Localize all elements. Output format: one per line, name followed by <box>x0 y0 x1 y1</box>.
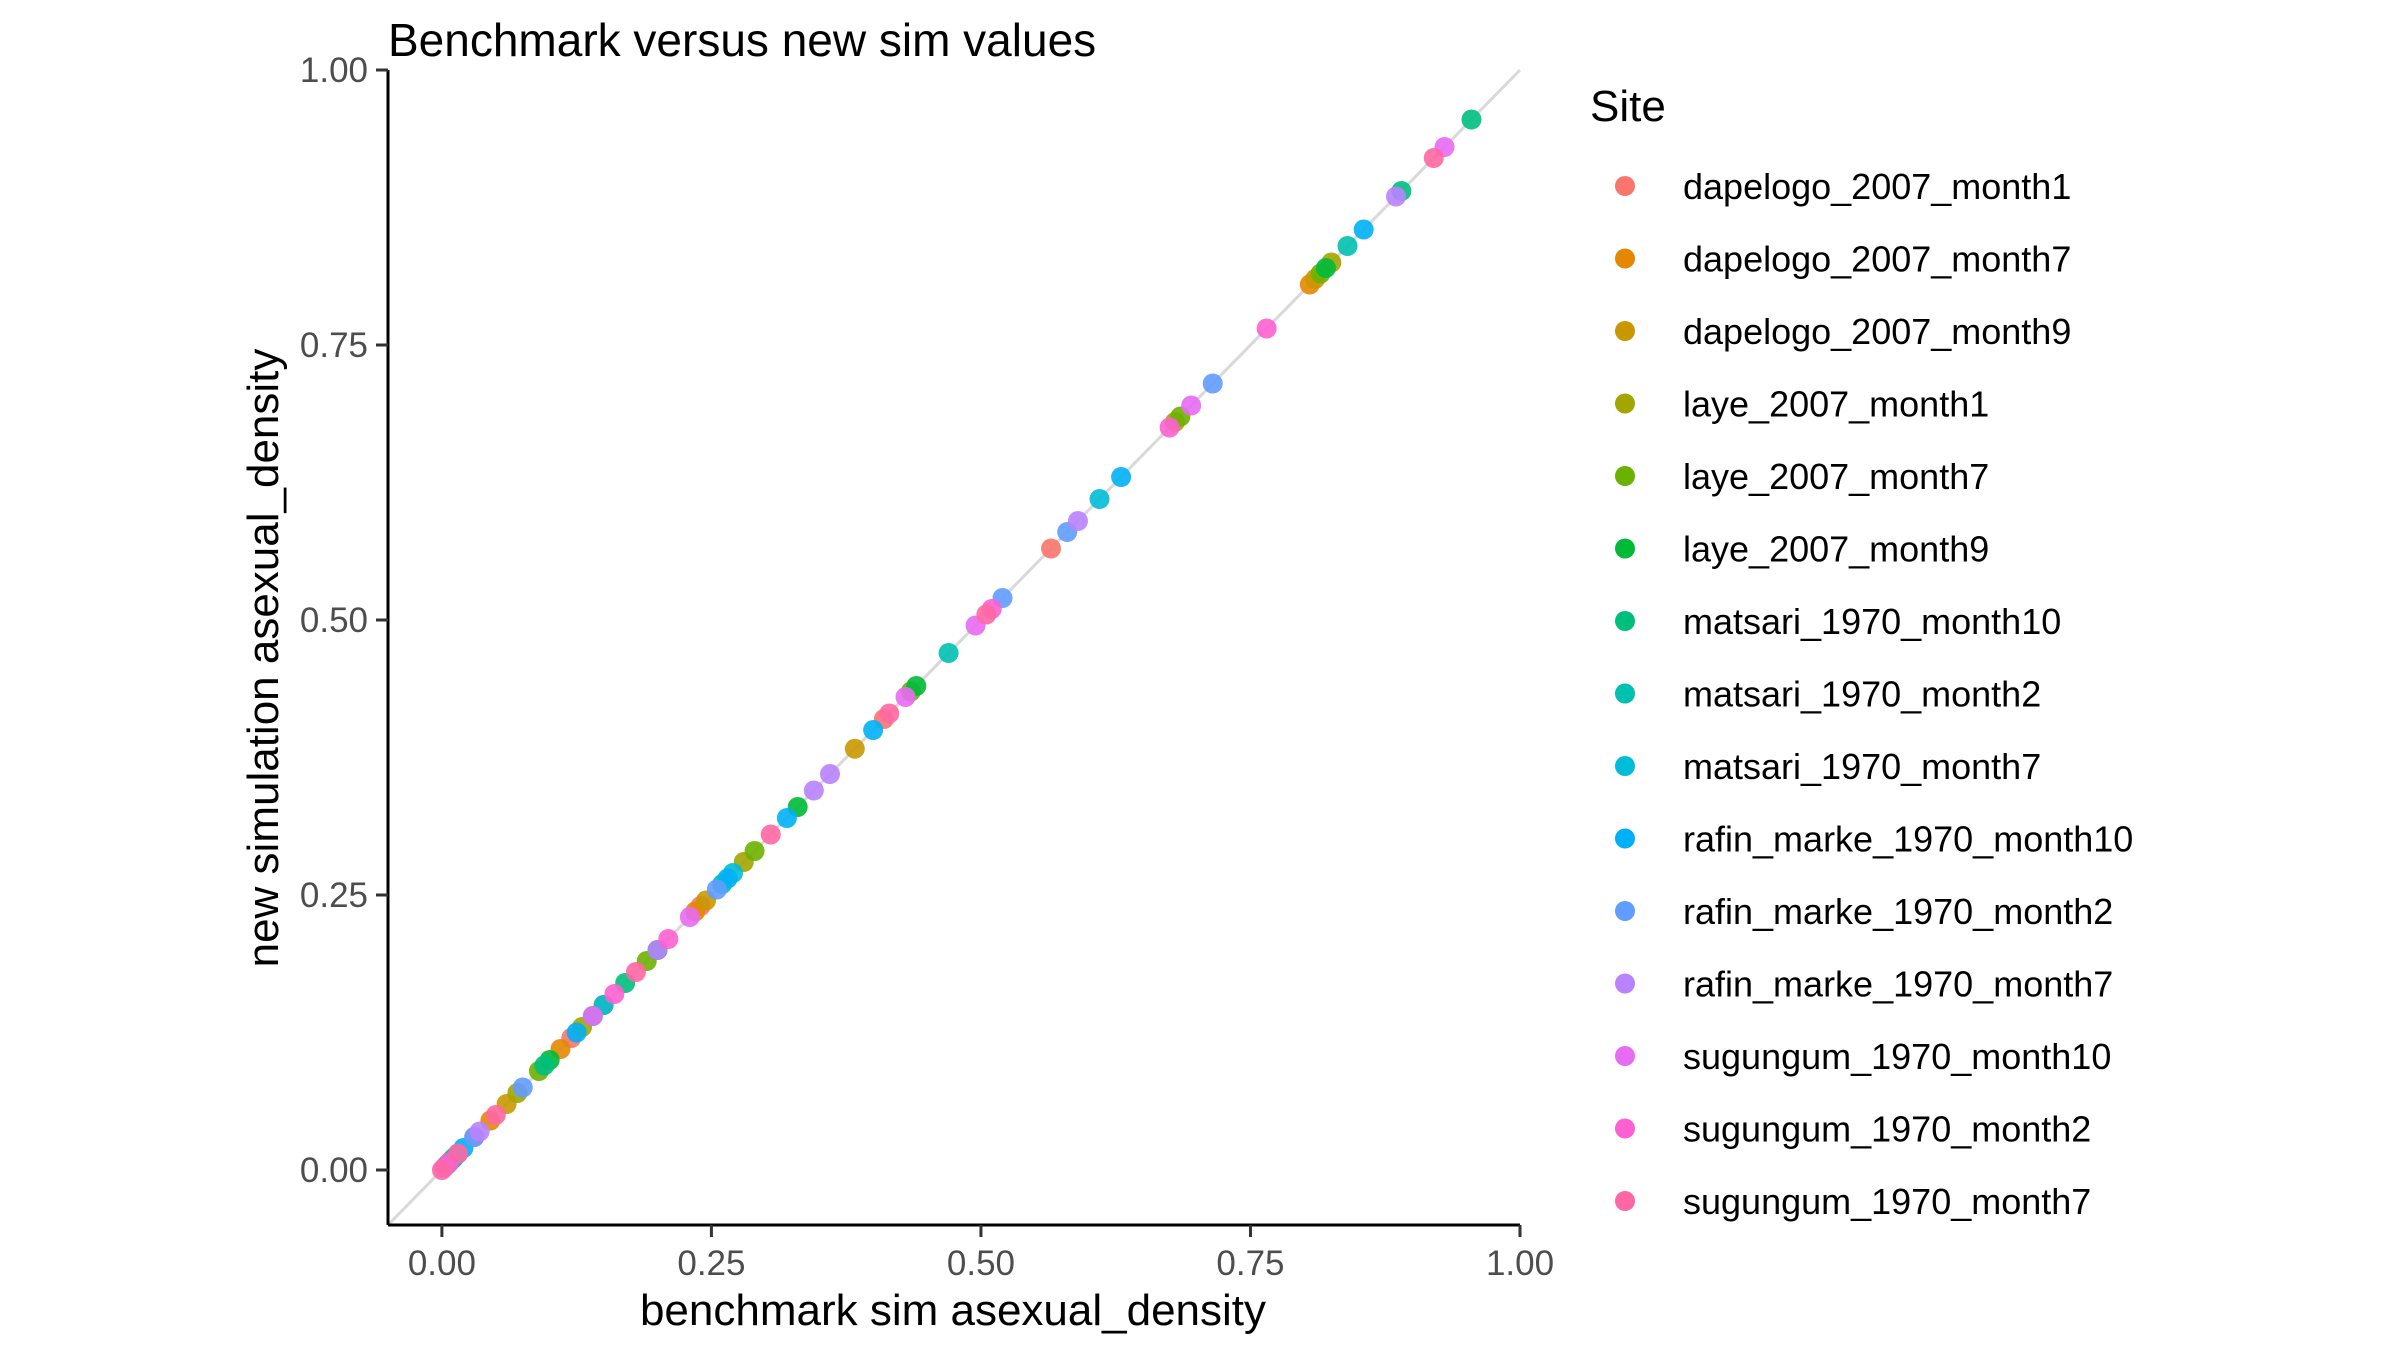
y-tick-label: 0.00 <box>300 1151 368 1190</box>
data-point <box>1461 109 1482 130</box>
data-point <box>512 1077 533 1098</box>
legend-label: laye_2007_month9 <box>1683 529 1989 570</box>
legend-title: Site <box>1590 82 1666 131</box>
data-point <box>566 1022 587 1043</box>
legend-key <box>1615 321 1635 341</box>
x-tick-label: 0.25 <box>677 1244 745 1283</box>
legend-key <box>1615 683 1635 704</box>
data-point <box>744 841 765 861</box>
data-point <box>776 808 797 828</box>
x-tick-label: 0.75 <box>1216 1244 1284 1283</box>
data-point <box>803 780 824 801</box>
data-point <box>1111 467 1132 487</box>
data-point <box>625 962 646 982</box>
data-point <box>1256 318 1277 339</box>
legend-key <box>1615 466 1635 486</box>
data-point <box>1181 395 1202 416</box>
data-point <box>1202 373 1223 394</box>
legend-label: matsari_1970_month10 <box>1683 601 2061 642</box>
data-point <box>879 703 900 724</box>
y-tick-label: 1.00 <box>300 51 368 90</box>
x-tick-label: 1.00 <box>1486 1244 1554 1283</box>
legend-label: dapelogo_2007_month9 <box>1683 311 2071 352</box>
data-point <box>863 720 884 740</box>
data-point <box>1041 538 1062 559</box>
data-point <box>431 1160 452 1180</box>
legend-key <box>1615 973 1635 994</box>
legend-key <box>1615 1191 1635 1211</box>
data-point <box>448 1143 469 1164</box>
data-point <box>469 1121 490 1142</box>
data-points <box>431 109 1482 1180</box>
legend-label: sugungum_1970_month2 <box>1683 1109 2091 1150</box>
data-point <box>1386 186 1407 207</box>
chart-title: Benchmark versus new sim values <box>388 14 1096 66</box>
data-point <box>760 824 781 845</box>
data-point <box>1067 511 1088 531</box>
legend-key <box>1615 756 1635 776</box>
y-axis-label: new simulation asexual_density <box>239 349 288 968</box>
legend: Site dapelogo_2007_month1dapelogo_2007_m… <box>1590 82 2133 1222</box>
x-tick-label: 0.00 <box>408 1244 476 1283</box>
data-point <box>938 643 959 663</box>
data-point <box>679 907 700 927</box>
data-point <box>582 1006 603 1026</box>
plot-area: 0.00 0.25 0.50 0.75 1.00 0.00 0.25 0.50 0.75 1.0… <box>300 51 1554 1283</box>
data-point <box>1159 417 1180 438</box>
legend-label: matsari_1970_month7 <box>1683 746 2041 787</box>
legend-label: sugungum_1970_month7 <box>1683 1181 2091 1222</box>
legend-label: rafin_marke_1970_month7 <box>1683 964 2113 1005</box>
legend-key <box>1615 538 1635 559</box>
data-point <box>895 687 916 707</box>
legend-key <box>1615 1118 1635 1139</box>
data-point <box>844 738 865 759</box>
data-point <box>976 604 997 625</box>
legend-label: laye_2007_month7 <box>1683 456 1989 497</box>
legend-key <box>1615 611 1635 631</box>
x-axis-ticks: 0.00 0.25 0.50 0.75 1.00 <box>408 1225 1554 1283</box>
legend-key <box>1615 176 1635 196</box>
legend-key <box>1615 393 1635 414</box>
data-point <box>1353 219 1374 240</box>
y-tick-label: 0.50 <box>300 601 368 640</box>
data-point <box>820 764 841 784</box>
legend-label: laye_2007_month1 <box>1683 384 1989 425</box>
legend-items: dapelogo_2007_month1 dapelogo_2007_month7… <box>1615 166 2133 1222</box>
legend-label: matsari_1970_month2 <box>1683 674 2041 715</box>
legend-label: sugungum_1970_month10 <box>1683 1036 2111 1077</box>
legend-label: rafin_marke_1970_month10 <box>1683 819 2133 860</box>
data-point <box>1315 258 1336 278</box>
data-point <box>706 879 727 900</box>
legend-label: dapelogo_2007_month7 <box>1683 239 2071 280</box>
y-tick-label: 0.75 <box>300 326 368 365</box>
data-point <box>1423 148 1444 168</box>
y-axis-ticks: 0.00 0.25 0.50 0.75 1.00 <box>300 51 388 1190</box>
legend-label: dapelogo_2007_month1 <box>1683 166 2071 207</box>
y-tick-label: 0.25 <box>300 876 368 915</box>
data-point <box>534 1055 555 1076</box>
data-point <box>485 1105 506 1125</box>
legend-key <box>1615 901 1635 921</box>
legend-key <box>1615 248 1635 269</box>
data-point <box>658 929 679 949</box>
data-point <box>604 984 625 1004</box>
data-point <box>1337 236 1358 256</box>
data-point <box>1089 489 1110 509</box>
x-axis-label: benchmark sim asexual_density <box>640 1286 1266 1335</box>
x-tick-label: 0.50 <box>947 1244 1015 1283</box>
legend-key <box>1615 1046 1635 1066</box>
legend-key <box>1615 828 1635 849</box>
legend-label: rafin_marke_1970_month2 <box>1683 891 2113 932</box>
